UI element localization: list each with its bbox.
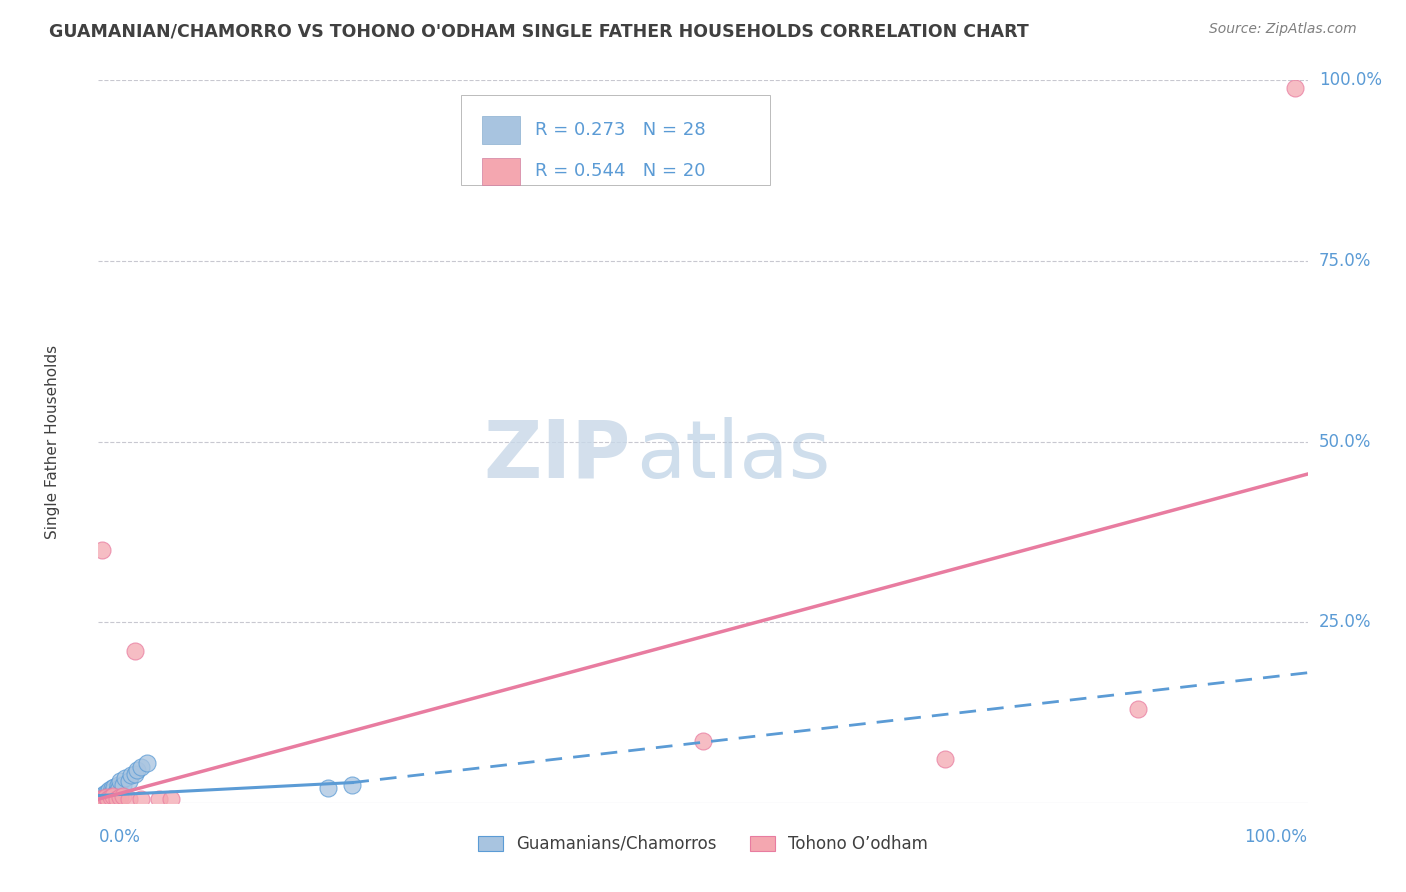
Text: R = 0.273   N = 28: R = 0.273 N = 28: [534, 121, 706, 139]
Point: [934, 752, 956, 766]
Legend: Guamanians/Chamorros, Tohono O’odham: Guamanians/Chamorros, Tohono O’odham: [471, 828, 935, 860]
Point: [100, 781, 122, 796]
Point: [101, 789, 124, 803]
Point: [94, 789, 117, 804]
Point: [127, 764, 149, 778]
Text: 100.0%: 100.0%: [1319, 71, 1382, 89]
Point: [120, 768, 142, 782]
Text: R = 0.544   N = 20: R = 0.544 N = 20: [534, 162, 706, 180]
Point: [316, 781, 339, 796]
Point: [90, 792, 112, 806]
Point: [96, 785, 118, 799]
Point: [91, 790, 114, 805]
Point: [108, 790, 131, 805]
Text: 25.0%: 25.0%: [1319, 613, 1371, 632]
Point: [1128, 702, 1150, 716]
FancyBboxPatch shape: [461, 95, 769, 185]
Point: [97, 792, 120, 806]
Point: [114, 771, 136, 785]
Point: [101, 784, 124, 798]
Point: [111, 778, 134, 792]
Point: [93, 792, 115, 806]
Point: [89, 790, 111, 805]
Point: [107, 778, 129, 792]
Point: [103, 780, 125, 794]
Text: Source: ZipAtlas.com: Source: ZipAtlas.com: [1209, 22, 1357, 37]
Bar: [482, 116, 520, 144]
Point: [129, 792, 152, 806]
Point: [91, 789, 114, 803]
Point: [105, 792, 128, 806]
Point: [108, 774, 131, 789]
Point: [111, 789, 134, 803]
Point: [100, 790, 122, 805]
Text: 100.0%: 100.0%: [1244, 828, 1308, 846]
Point: [89, 792, 111, 806]
Point: [124, 767, 146, 781]
Point: [104, 787, 127, 801]
Point: [93, 787, 115, 801]
Bar: [482, 158, 520, 185]
Point: [135, 756, 157, 770]
Text: Single Father Households: Single Father Households: [45, 344, 60, 539]
Point: [148, 792, 170, 806]
Point: [94, 790, 117, 805]
Point: [118, 774, 141, 789]
Point: [97, 788, 120, 802]
Point: [118, 792, 141, 806]
Point: [129, 760, 152, 774]
Text: 0.0%: 0.0%: [98, 828, 141, 846]
Text: ZIP: ZIP: [484, 417, 630, 495]
Text: GUAMANIAN/CHAMORRO VS TOHONO O'ODHAM SINGLE FATHER HOUSEHOLDS CORRELATION CHART: GUAMANIAN/CHAMORRO VS TOHONO O'ODHAM SIN…: [49, 22, 1029, 40]
Point: [342, 778, 364, 792]
Text: atlas: atlas: [637, 417, 831, 495]
Point: [98, 782, 121, 797]
Point: [100, 786, 122, 800]
Text: 75.0%: 75.0%: [1319, 252, 1371, 270]
Point: [91, 542, 114, 557]
Point: [124, 644, 146, 658]
Point: [108, 781, 131, 796]
Point: [105, 782, 128, 797]
Text: 50.0%: 50.0%: [1319, 433, 1371, 450]
Point: [1284, 80, 1306, 95]
Point: [160, 792, 183, 806]
Point: [90, 792, 112, 806]
Point: [692, 734, 714, 748]
